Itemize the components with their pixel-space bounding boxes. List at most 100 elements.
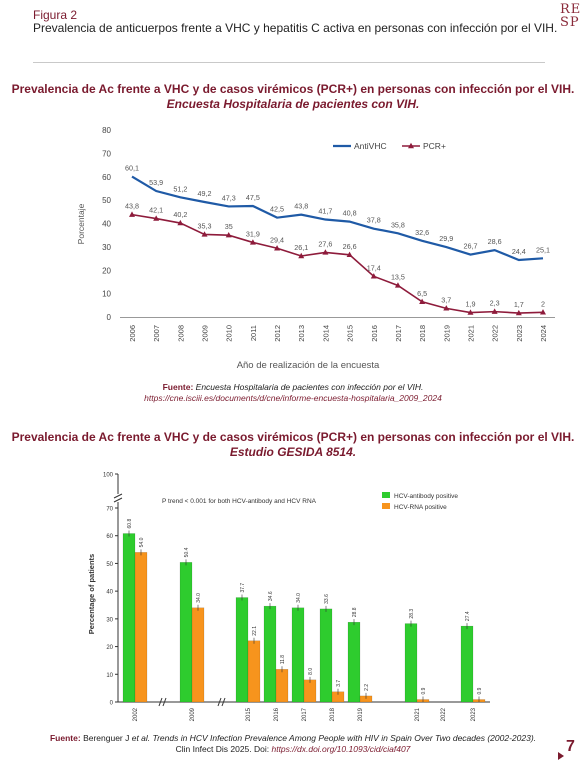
section2-source-authors: Berenguer J: [83, 733, 132, 743]
section2-title-text: Prevalencia de Ac frente a VHC y de caso…: [11, 430, 575, 444]
hcv-rna-label: 0.9: [477, 687, 483, 694]
hcv-rna-label: 34.0: [196, 593, 202, 603]
legend-pcr-label: PCR+: [423, 141, 446, 151]
bar-chart-gesida: 0 10 20 30 40 50 60 70 100 Percentage of patients…: [87, 473, 490, 721]
pcr-point: [394, 282, 401, 288]
antivhc-data-label: 60,1: [125, 164, 139, 173]
pcr-point: [249, 239, 256, 245]
y-tick-label: 20: [102, 266, 111, 275]
next-page-arrow-icon[interactable]: [558, 752, 564, 760]
x-tick-label: 2022: [441, 707, 447, 721]
antivhc-data-label: 47,3: [222, 193, 236, 202]
hcv-rna-bar: [191, 607, 205, 703]
line-chart-hcv-survey: 0 10 20 30 40 50 60 70 80 2006 2007 2008 2009 2010 201…: [76, 126, 555, 371]
antivhc-data-label: 32,6: [415, 228, 429, 237]
pcr-data-label: 1,7: [514, 300, 524, 309]
antivhc-data-label: 40,8: [343, 209, 357, 218]
section2-source-label: Fuente:: [49, 733, 81, 743]
x-tick-label: 2021: [466, 325, 475, 342]
hcv-rna-label: 11.8: [280, 655, 286, 665]
hcv-antibody-bar: [291, 607, 305, 703]
x-tick-label: 2006: [128, 325, 137, 342]
antivhc-data-label: 37,8: [367, 216, 381, 225]
hcv-antibody-bar: [404, 623, 418, 703]
antivhc-data-label: 28,6: [488, 237, 502, 246]
x-tick-label: 2009: [190, 707, 196, 721]
antivhc-data-label: 53,9: [149, 178, 163, 187]
y-tick-label: 10: [102, 290, 111, 299]
x-tick-label: 2015: [346, 325, 355, 342]
section1-title: Prevalencia de Ac frente a VHC y de caso…: [8, 82, 578, 112]
pcr-data-label: 26,1: [294, 243, 308, 252]
pcr-data-label: 27,6: [318, 239, 332, 248]
section2-source-doi[interactable]: https://dx.doi.org/10.1093/cid/ciaf407: [271, 744, 411, 754]
hcv-antibody-bar: [122, 533, 136, 703]
legend-pcr-marker: [408, 142, 414, 149]
y-tick-label: 10: [106, 673, 113, 679]
y-tick-label: 40: [106, 590, 113, 596]
section2-source-etal: et al. Trends in HCV Infection Prevalenc…: [131, 733, 537, 743]
legend-antivhc-label: AntiVHC: [354, 141, 387, 151]
pcr-data-label: 42,1: [149, 206, 163, 215]
y-tick-label: 30: [102, 243, 111, 252]
section2-source-journal: Clin Infect Dis 2025. Doi:: [175, 744, 272, 754]
hcv-rna-label: 54.0: [139, 537, 145, 547]
antivhc-data-label: 25,1: [536, 245, 550, 254]
section2-title: Prevalencia de Ac frente a VHC y de caso…: [8, 430, 578, 460]
pcr-point: [274, 245, 281, 251]
x-tick-label: 2022: [491, 325, 500, 342]
x-tick-label: 2008: [176, 325, 185, 342]
section2-source: Fuente: Berenguer J et al. Trends in HCV…: [0, 733, 586, 755]
hcv-antibody-label: 50.4: [184, 547, 190, 557]
x-tick-label: 2002: [133, 707, 139, 721]
x-tick-label: 2017: [394, 325, 403, 342]
hcv-rna-bar: [303, 679, 317, 703]
pcr-data-label: 35: [225, 222, 233, 231]
x-tick-label: 2018: [418, 325, 427, 342]
x-tick-label: 2016: [274, 707, 280, 721]
hcv-antibody-label: 34.6: [268, 591, 274, 601]
pcr-point: [370, 273, 377, 279]
pcr-data-label: 2,3: [490, 299, 500, 308]
x-tick-label: 2023: [515, 325, 524, 342]
section2-subtitle: Estudio GESIDA 8514.: [229, 445, 357, 459]
pcr-point: [225, 231, 232, 238]
pcr-data-label: 40,2: [173, 210, 187, 219]
pcr-point: [177, 219, 184, 226]
header-divider: [33, 62, 545, 63]
antivhc-data-label: 29,9: [439, 234, 453, 243]
x-tick-label: 2024: [539, 325, 548, 342]
antivhc-data-label: 47,5: [246, 193, 260, 202]
pcr-data-label: 6,5: [417, 289, 427, 298]
section1-source: Fuente: Encuesta Hospitalaria de pacient…: [0, 382, 586, 404]
legend-antibody-swatch: [382, 492, 390, 498]
y-tick-label: 50: [106, 562, 113, 568]
y-tick-label: 60: [106, 534, 113, 540]
antivhc-line: [131, 175, 544, 262]
pcr-point: [467, 309, 474, 315]
section1-source-link[interactable]: https://cne.isciii.es/documents/d/cne/in…: [144, 393, 442, 403]
pcr-point: [419, 298, 426, 305]
y-tick-label: 70: [106, 507, 113, 513]
pcr-data-label: 2: [541, 299, 545, 308]
x-tick-label: 2021: [415, 707, 421, 721]
hcv-antibody-label: 28.8: [352, 607, 358, 617]
pcr-data-label: 31,9: [246, 229, 260, 238]
y-tick-label: 100: [103, 473, 114, 479]
pcr-point: [322, 249, 329, 255]
figure-caption: Prevalencia de anticuerpos frente a VHC …: [33, 21, 558, 35]
hcv-antibody-label: 28.3: [409, 609, 415, 619]
figure-label: Figura 2: [33, 8, 78, 22]
hcv-rna-label: 0.9: [421, 687, 427, 694]
hcv-antibody-bar: [179, 562, 193, 703]
antivhc-data-label: 42,5: [270, 205, 284, 214]
pcr-point: [298, 252, 305, 259]
pcr-point: [346, 251, 353, 258]
pcr-point: [153, 215, 160, 221]
x-tick-label: 2018: [330, 707, 336, 721]
y-axis-label: Porcentaje: [76, 203, 86, 244]
x-tick-label: 2010: [225, 325, 234, 342]
pcr-point: [201, 231, 208, 237]
pcr-point: [443, 305, 450, 311]
y-tick-label: 80: [102, 126, 111, 135]
